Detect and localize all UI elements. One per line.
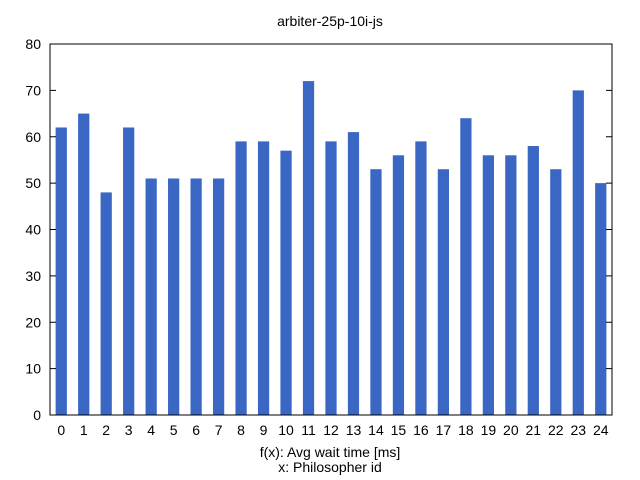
x-tick-label: 21 [526, 422, 542, 438]
bar-21 [527, 146, 539, 415]
bar-1 [78, 113, 90, 415]
x-tick-label: 19 [481, 422, 497, 438]
x-tick-label: 14 [368, 422, 384, 438]
x-tick-label: 7 [215, 422, 223, 438]
x-tick-label: 17 [436, 422, 452, 438]
y-tick-label: 10 [25, 361, 41, 377]
bar-11 [302, 81, 315, 415]
x-tick-label: 16 [413, 422, 429, 438]
y-tick-label: 0 [33, 407, 41, 423]
x-tick-label: 20 [503, 422, 519, 438]
y-tick-label: 20 [25, 314, 41, 330]
bar-22 [550, 169, 562, 415]
bar-17 [437, 169, 450, 415]
x-tick-label: 18 [458, 422, 474, 438]
bar-7 [212, 178, 225, 415]
y-tick-label: 70 [25, 82, 41, 98]
bar-10 [280, 150, 292, 415]
bar-13 [347, 132, 360, 416]
x-tick-label: 13 [346, 422, 362, 438]
bar-18 [460, 118, 472, 415]
tick-marks [50, 43, 612, 416]
bar-24 [595, 183, 607, 415]
x-axis-sublabel: x: Philosopher id [278, 459, 382, 475]
bar-19 [482, 155, 494, 416]
bar-14 [370, 169, 382, 415]
x-tick-label: 5 [170, 422, 178, 438]
y-tick-label: 40 [25, 222, 41, 238]
x-tick-label: 11 [301, 422, 316, 438]
x-tick-label: 3 [125, 422, 133, 438]
y-tick-label: 60 [25, 129, 41, 145]
bar-0 [55, 127, 67, 415]
x-tick-label: 23 [570, 422, 586, 438]
bar-20 [505, 155, 517, 416]
x-tick-label: 6 [192, 422, 200, 438]
bars [55, 81, 607, 416]
chart-title: arbiter-25p-10i-js [277, 13, 383, 29]
bar-12 [325, 141, 337, 415]
x-tick-label: 12 [323, 422, 339, 438]
x-tick-label: 9 [260, 422, 268, 438]
x-tick-label: 0 [57, 422, 65, 438]
y-tick-label: 50 [25, 175, 41, 191]
x-tick-label: 24 [593, 422, 609, 438]
bar-4 [145, 178, 157, 415]
x-tick-label: 22 [548, 422, 564, 438]
y-tick-label: 80 [25, 36, 41, 52]
bar-9 [257, 141, 270, 415]
x-tick-labels: 0 1 2 3 4 5 6 7 8 9 10 11 12 13 14 15 16 17 18 19 20 21 22 23 24 [57, 422, 608, 438]
bar-23 [572, 90, 584, 415]
bar-15 [392, 155, 405, 416]
y-tick-labels: 0 10 20 30 40 50 60 70 80 [25, 36, 41, 423]
x-tick-label: 8 [237, 422, 245, 438]
x-tick-label: 4 [147, 422, 155, 438]
x-tick-label: 15 [391, 422, 407, 438]
x-tick-label: 1 [80, 422, 88, 438]
x-tick-label: 2 [102, 422, 110, 438]
y-tick-label: 30 [25, 268, 41, 284]
bar-16 [415, 141, 427, 415]
bar-5 [168, 178, 180, 415]
x-axis-label: f(x): Avg wait time [ms] [260, 444, 401, 460]
bar-3 [123, 127, 135, 415]
x-tick-label: 10 [278, 422, 294, 438]
bar-6 [190, 178, 202, 415]
bar-2 [100, 192, 112, 415]
bar-8 [235, 141, 247, 415]
